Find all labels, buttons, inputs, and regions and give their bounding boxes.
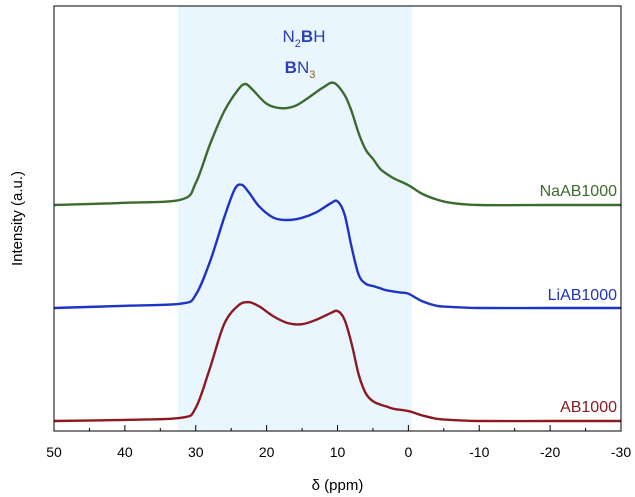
x-tick-label: 20 xyxy=(259,444,275,460)
x-tick-label: 10 xyxy=(330,444,346,460)
series-line-naab1000 xyxy=(53,81,621,207)
series-group xyxy=(53,81,621,423)
series-label-naab1000: NaAB1000 xyxy=(540,183,617,200)
annotation-bn3-n: N xyxy=(297,58,309,77)
annotation-n2bh: N2BH xyxy=(283,27,326,50)
series-label-liab1000: LiAB1000 xyxy=(548,287,617,304)
series-line-ab1000 xyxy=(53,300,621,423)
x-tick-label: 30 xyxy=(188,444,204,460)
x-tick-label: -30 xyxy=(611,444,631,460)
x-tick-label: 0 xyxy=(404,444,412,460)
annotation-bn3-sub: 3 xyxy=(309,69,315,81)
annotation-bn3-b: B xyxy=(285,58,297,77)
annotation-n2bh-b: B xyxy=(301,27,313,46)
x-tick-label: 40 xyxy=(117,444,133,460)
annotation-n2bh-h: H xyxy=(313,27,325,46)
x-tick-label: -20 xyxy=(540,444,560,460)
series-line-liab1000 xyxy=(53,183,621,310)
x-ticks: 50 40 30 20 10 0 -10 -20 -30 xyxy=(46,425,631,460)
annotation-bn3: BN3 xyxy=(285,58,316,81)
x-tick-label: -10 xyxy=(469,444,489,460)
series-label-ab1000: AB1000 xyxy=(560,399,617,416)
annotation-group: N2BH BN3 xyxy=(283,27,326,81)
annotation-n2bh-sub: 2 xyxy=(295,38,301,50)
y-axis-title: Intensity (a.u.) xyxy=(9,171,26,266)
annotation-n2bh-n: N xyxy=(283,27,295,46)
x-axis-title: δ (ppm) xyxy=(312,477,364,494)
x-tick-label: 50 xyxy=(46,444,62,460)
